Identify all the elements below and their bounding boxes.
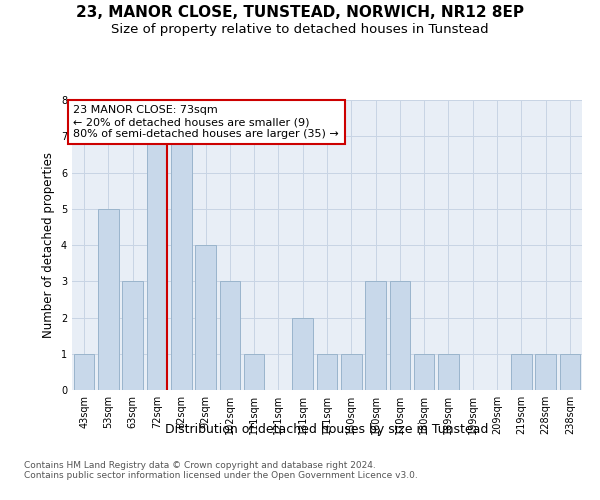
Text: Size of property relative to detached houses in Tunstead: Size of property relative to detached ho… <box>111 22 489 36</box>
Y-axis label: Number of detached properties: Number of detached properties <box>43 152 55 338</box>
Bar <box>171 136 191 390</box>
Bar <box>195 245 216 390</box>
Bar <box>292 318 313 390</box>
Bar <box>389 281 410 390</box>
Bar <box>438 354 459 390</box>
Bar <box>511 354 532 390</box>
Bar <box>317 354 337 390</box>
Bar <box>365 281 386 390</box>
Bar <box>122 281 143 390</box>
Bar <box>535 354 556 390</box>
Text: Contains HM Land Registry data © Crown copyright and database right 2024.
Contai: Contains HM Land Registry data © Crown c… <box>24 460 418 480</box>
Bar <box>414 354 434 390</box>
Bar <box>560 354 580 390</box>
Bar <box>74 354 94 390</box>
Bar <box>146 136 167 390</box>
Text: 23 MANOR CLOSE: 73sqm
← 20% of detached houses are smaller (9)
80% of semi-detac: 23 MANOR CLOSE: 73sqm ← 20% of detached … <box>73 106 339 138</box>
Text: 23, MANOR CLOSE, TUNSTEAD, NORWICH, NR12 8EP: 23, MANOR CLOSE, TUNSTEAD, NORWICH, NR12… <box>76 5 524 20</box>
Bar <box>341 354 362 390</box>
Bar <box>220 281 240 390</box>
Text: Distribution of detached houses by size in Tunstead: Distribution of detached houses by size … <box>166 422 488 436</box>
Bar <box>244 354 265 390</box>
Bar <box>98 209 119 390</box>
